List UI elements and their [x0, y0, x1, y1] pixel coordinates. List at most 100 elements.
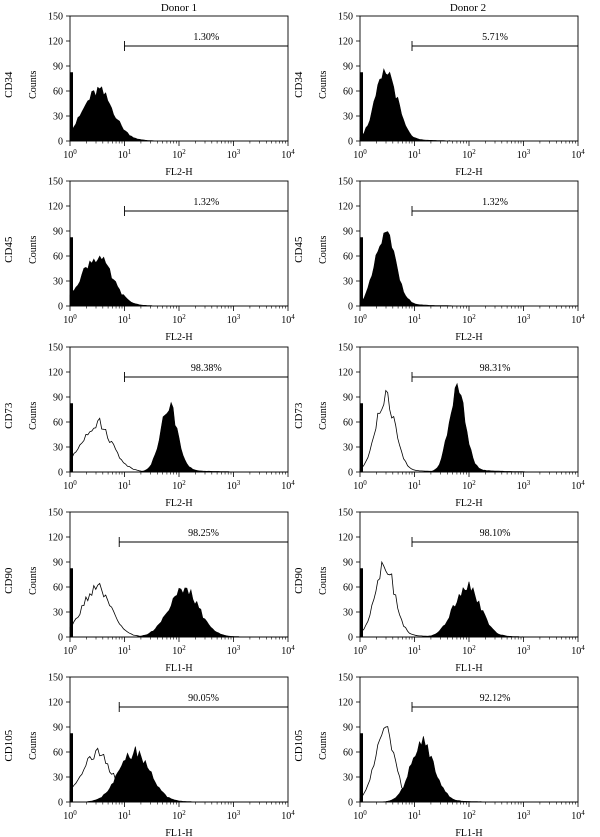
y-tick-label: 0 [348, 798, 353, 809]
y-tick-label: 60 [343, 748, 353, 759]
gate-percentage: 5.71% [482, 32, 508, 43]
x-tick-label: 104 [281, 479, 295, 492]
stained-histogram [69, 86, 288, 142]
y-tick-label: 30 [53, 443, 63, 454]
panel-cd45-donor-1: CD45 Counts 0 30 60 90 120 150 100 101 102 103 104 FL… [3, 177, 295, 344]
control-histogram [69, 747, 288, 803]
x-axis-label: FL1-H [455, 663, 482, 674]
x-tick-label: 102 [172, 313, 186, 326]
row-label: CD45 [293, 236, 305, 263]
row-label: CD105 [3, 729, 15, 761]
x-tick-label: 100 [353, 644, 367, 657]
x-tick-label: 104 [571, 479, 585, 492]
row-label: CD90 [3, 567, 15, 594]
y-tick-label: 150 [338, 12, 353, 23]
x-axis-label: FL2-H [455, 332, 482, 343]
y-tick-label: 0 [58, 302, 63, 313]
stained-histogram [70, 401, 288, 473]
y-tick-label: 90 [343, 393, 353, 404]
y-tick-label: 30 [343, 773, 353, 784]
y-tick-label: 150 [48, 508, 63, 519]
gate-percentage: 98.38% [191, 363, 222, 374]
y-tick-label: 60 [53, 418, 63, 429]
y-tick-label: 30 [343, 443, 353, 454]
y-tick-label: 0 [58, 137, 63, 148]
y-axis-label: Counts [28, 401, 39, 429]
x-tick-label: 100 [63, 479, 77, 492]
y-tick-label: 150 [48, 12, 63, 23]
x-tick-label: 104 [571, 313, 585, 326]
x-axis-label: FL1-H [165, 663, 192, 674]
y-axis-label: Counts [318, 566, 329, 594]
x-axis-label: FL2-H [165, 498, 192, 509]
y-tick-label: 90 [343, 62, 353, 73]
stained-histogram [70, 587, 288, 638]
y-axis-label: Counts [28, 70, 39, 98]
y-tick-label: 150 [48, 343, 63, 354]
x-tick-label: 104 [281, 313, 295, 326]
row-label: CD45 [3, 236, 15, 263]
x-tick-label: 103 [517, 479, 531, 492]
x-tick-label: 100 [63, 809, 77, 822]
x-tick-label: 101 [118, 479, 132, 492]
axis-edge-bin [70, 403, 73, 472]
x-tick-label: 102 [462, 809, 476, 822]
x-tick-label: 103 [227, 644, 241, 657]
panel-cd90-donor-1: CD90 Counts 0 30 60 90 120 150 100 101 102 103 104 FL… [3, 508, 295, 675]
x-tick-label: 103 [227, 313, 241, 326]
x-tick-label: 102 [462, 479, 476, 492]
y-tick-label: 150 [338, 343, 353, 354]
plot-frame [359, 676, 579, 803]
row-label: CD105 [293, 729, 305, 761]
x-tick-label: 101 [118, 809, 132, 822]
x-tick-label: 100 [63, 148, 77, 161]
x-tick-label: 103 [227, 479, 241, 492]
stained-histogram [360, 382, 578, 473]
x-axis-label: FL2-H [455, 167, 482, 178]
x-tick-label: 100 [353, 479, 367, 492]
y-tick-label: 120 [48, 37, 63, 48]
axis-edge-bin [360, 72, 363, 141]
y-tick-label: 30 [53, 608, 63, 619]
column-title-donor-1: Donor 1 [161, 2, 197, 14]
y-tick-label: 0 [348, 302, 353, 313]
x-tick-label: 102 [172, 809, 186, 822]
panel-cd73-donor-1: CD73 Counts 0 30 60 90 120 150 100 101 102 103 104 FL… [3, 343, 295, 510]
panel-cd105-donor-2: CD105 Counts 0 30 60 90 120 150 100 101 102 103 104 F… [293, 673, 585, 837]
x-tick-label: 102 [462, 644, 476, 657]
y-axis-label: Counts [318, 70, 329, 98]
x-tick-label: 104 [281, 809, 295, 822]
x-tick-label: 101 [408, 313, 422, 326]
y-tick-label: 90 [343, 227, 353, 238]
x-tick-label: 103 [517, 644, 531, 657]
y-tick-label: 30 [53, 773, 63, 784]
y-axis-label: Counts [28, 566, 39, 594]
gate-percentage: 1.32% [482, 197, 508, 208]
y-axis-label: Counts [318, 235, 329, 263]
y-tick-label: 150 [338, 177, 353, 188]
y-tick-label: 90 [343, 723, 353, 734]
gate-percentage: 98.31% [480, 363, 511, 374]
row-label: CD34 [293, 71, 305, 98]
y-tick-label: 120 [338, 37, 353, 48]
y-axis-label: Counts [318, 401, 329, 429]
y-tick-label: 0 [348, 633, 353, 644]
x-tick-label: 101 [118, 313, 132, 326]
panel-cd105-donor-1: CD105 Counts 0 30 60 90 120 150 100 101 102 103 104 F… [3, 673, 295, 837]
x-tick-label: 100 [63, 313, 77, 326]
row-label: CD34 [3, 71, 15, 98]
axis-edge-bin [360, 237, 363, 306]
axis-edge-bin [70, 568, 73, 637]
x-tick-label: 101 [408, 148, 422, 161]
x-tick-label: 104 [571, 644, 585, 657]
stained-histogram [359, 231, 578, 307]
x-tick-label: 104 [281, 644, 295, 657]
plot-frame [69, 676, 289, 803]
y-tick-label: 60 [53, 87, 63, 98]
x-tick-label: 100 [353, 148, 367, 161]
x-axis-label: FL2-H [165, 167, 192, 178]
x-tick-label: 101 [408, 479, 422, 492]
x-tick-label: 102 [172, 148, 186, 161]
row-label: CD73 [293, 402, 305, 429]
